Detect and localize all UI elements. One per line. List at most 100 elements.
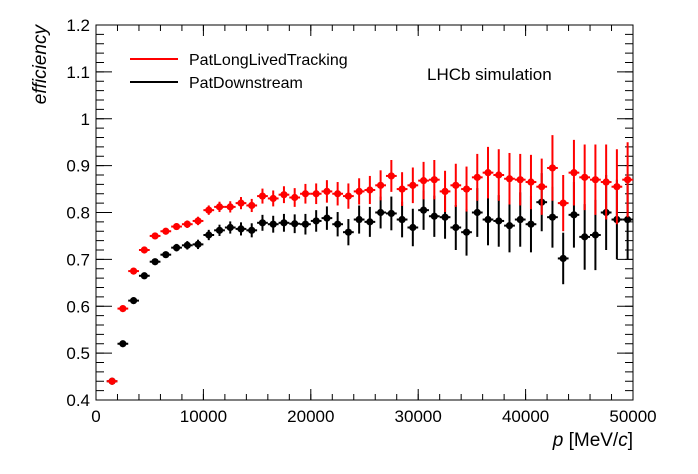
data-point-longlived [226,203,234,211]
x-axis-unit-open: [MeV/ [563,430,619,451]
data-point-downstream [269,220,277,228]
data-point-longlived [452,181,460,189]
data-point-downstream [248,226,256,234]
data-point-longlived [516,176,524,184]
x-tick-label: 40000 [502,407,549,426]
data-point-longlived [291,193,299,202]
data-point-downstream [258,219,267,227]
y-axis-label: efficiency [30,24,51,105]
data-point-downstream [462,228,471,236]
data-point-longlived [108,377,116,385]
data-point-longlived [119,304,127,313]
y-tick-label: 1.1 [66,63,90,82]
data-point-downstream [280,219,288,227]
data-point-longlived [366,186,374,194]
data-point-downstream [172,244,181,252]
data-point-downstream [237,225,245,233]
data-point-longlived [527,178,535,186]
data-point-longlived [624,176,632,184]
y-tick-label: 1.2 [66,16,90,35]
data-point-downstream [484,215,492,224]
data-point-longlived [248,201,256,210]
data-point-longlived [387,172,395,180]
data-point-longlived [419,177,428,185]
data-point-downstream [624,215,632,224]
data-point-longlived [559,199,567,207]
data-point-longlived [162,227,170,235]
data-point-longlived [323,187,331,196]
data-point-longlived [344,192,352,200]
y-tick-label: 0.8 [66,204,90,223]
data-point-downstream [183,241,191,249]
data-point-longlived [215,203,224,211]
y-tick-label: 1 [81,110,90,129]
data-point-longlived [495,171,503,179]
x-axis-unit-close: ] [628,430,633,451]
x-axis-unit-var: c [618,430,628,451]
y-tick-label: 0.6 [66,297,90,316]
data-point-longlived [602,178,610,186]
data-point-longlived [312,190,320,198]
data-point-downstream [409,223,417,232]
data-point-downstream [377,208,385,217]
data-point-downstream [323,214,331,222]
data-point-downstream [151,258,159,266]
legend-item-longlived: PatLongLivedTracking [130,52,348,69]
data-point-longlived [538,183,546,191]
data-point-downstream [387,209,395,218]
data-point-longlived [613,183,621,191]
x-tick-label: 50000 [609,407,656,426]
x-tick-label: 10000 [180,407,227,426]
data-point-downstream [366,218,374,226]
data-point-downstream [398,215,406,224]
data-point-downstream [548,213,557,221]
data-point-downstream [473,208,481,217]
data-point-longlived [462,185,471,193]
data-point-longlived [205,206,213,214]
x-axis-var: p [552,430,564,451]
lhcb-annotation: LHCb simulation [427,65,552,84]
data-point-downstream [570,211,578,219]
data-point-downstream [215,226,224,234]
data-point-downstream [505,222,514,230]
data-point-downstream [194,240,202,248]
data-point-longlived [237,199,245,207]
data-point-longlived [280,191,288,199]
y-tick-label: 0.5 [66,344,90,363]
data-point-longlived [258,192,267,200]
data-point-longlived [355,187,363,196]
legend: PatLongLivedTracking PatDownstream [130,52,348,92]
series-longlived [106,135,633,385]
data-point-longlived [430,176,438,184]
data-point-longlived [183,220,191,228]
data-point-longlived [398,185,406,193]
axes: 0 10000 20000 30000 40000 50000 0.4 0.5 0.6 0.7 0.… [66,16,656,426]
data-point-longlived [377,181,385,189]
data-point-downstream [226,223,234,232]
legend-item-downstream: PatDownstream [130,75,303,92]
data-point-downstream [119,340,127,348]
data-point-downstream [559,254,567,263]
data-point-longlived [581,173,589,181]
data-point-downstream [430,212,438,220]
x-axis-label: p [MeV/c] [552,430,633,451]
data-point-longlived [129,267,138,275]
series-layer [106,135,633,385]
legend-label-longlived: PatLongLivedTracking [189,52,348,69]
legend-label-downstream: PatDownstream [189,75,303,92]
data-point-longlived [409,181,417,189]
data-point-downstream [452,223,460,232]
data-point-downstream [591,231,600,239]
data-point-downstream [355,215,363,224]
data-point-longlived [548,164,557,172]
data-point-downstream [441,213,449,221]
data-point-downstream [312,217,320,225]
data-point-downstream [291,220,299,228]
data-point-downstream [129,297,138,305]
data-point-longlived [301,190,310,198]
data-point-downstream [205,231,213,239]
data-point-longlived [194,217,202,225]
data-point-longlived [484,169,492,177]
y-tick-label: 0.9 [66,157,90,176]
data-point-longlived [172,222,181,231]
